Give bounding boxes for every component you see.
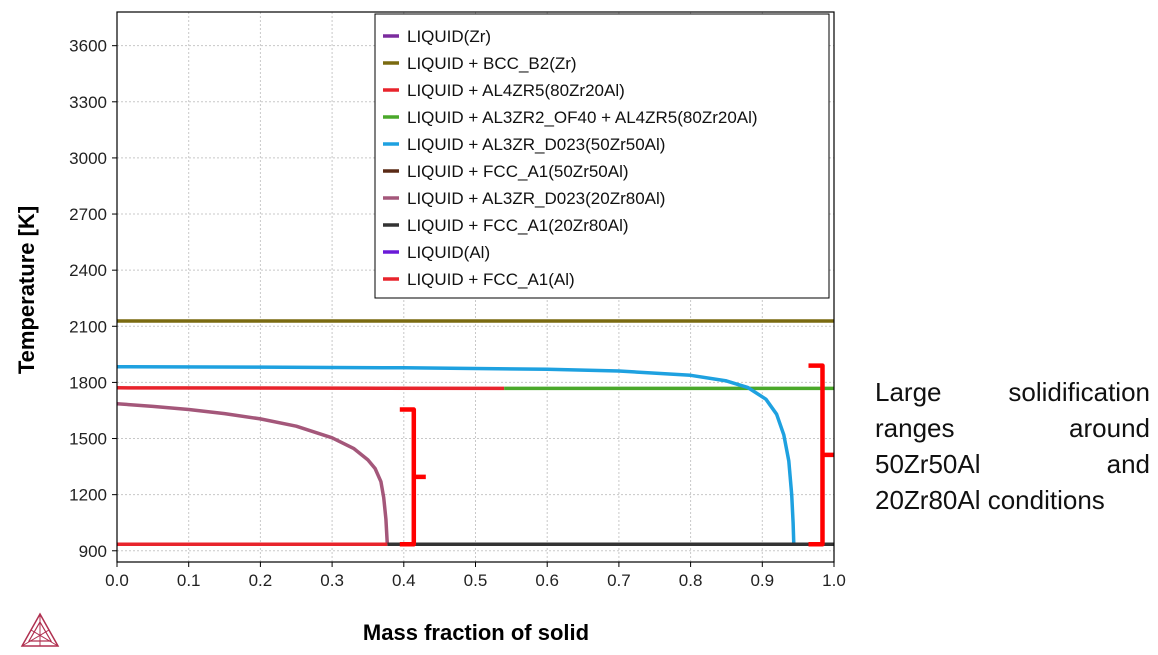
x-tick-label: 0.1	[177, 571, 201, 590]
caption-line: 20Zr80Al conditions	[875, 485, 1105, 515]
series-line	[116, 386, 505, 391]
legend-label: LIQUID + BCC_B2(Zr)	[407, 54, 577, 73]
legend-label: LIQUID(Zr)	[407, 27, 491, 46]
y-tick-label: 3300	[69, 93, 107, 112]
y-tick-label: 1800	[69, 373, 107, 392]
x-tick-label: 0.3	[320, 571, 344, 590]
caption-line: ranges around	[875, 413, 1150, 443]
y-tick-label: 2400	[69, 261, 107, 280]
annotation-caption: Large solidification ranges around 50Zr5…	[875, 374, 1150, 518]
x-axis-label: Mass fraction of solid	[363, 620, 589, 645]
red-bracket	[808, 363, 835, 547]
x-tick-label: 0.8	[679, 571, 703, 590]
legend-label: LIQUID + AL3ZR_D023(50Zr50Al)	[407, 135, 665, 154]
y-tick-label: 2100	[69, 317, 107, 336]
legend-label: LIQUID + FCC_A1(50Zr50Al)	[407, 162, 629, 181]
x-tick-label: 0.2	[249, 571, 273, 590]
y-tick-label: 3000	[69, 149, 107, 168]
red-bracket	[399, 407, 426, 547]
x-tick-label: 0.0	[105, 571, 129, 590]
legend-label: LIQUID + AL3ZR2_OF40 + AL4ZR5(80Zr20Al)	[407, 108, 758, 127]
legend-label: LIQUID(Al)	[407, 243, 490, 262]
legend-box	[374, 13, 830, 299]
legend-label: LIQUID + FCC_A1(Al)	[407, 270, 575, 289]
y-axis-label: Temperature [K]	[14, 206, 39, 374]
series-line	[116, 364, 796, 545]
legend: LIQUID(Zr) LIQUID + BCC_B2(Zr) LIQUID + AL…	[374, 13, 830, 299]
y-tick-label: 1500	[69, 430, 107, 449]
legend-label: LIQUID + AL3ZR_D023(20Zr80Al)	[407, 189, 665, 208]
y-tick-label: 1200	[69, 486, 107, 505]
caption-line: 50Zr50Al and	[875, 449, 1150, 479]
x-tick-label: 1.0	[822, 571, 846, 590]
brackets	[399, 363, 835, 547]
x-tick-label: 0.6	[535, 571, 559, 590]
legend-label: LIQUID + FCC_A1(20Zr80Al)	[407, 216, 629, 235]
x-tick-label: 0.4	[392, 571, 416, 590]
y-tick-label: 2700	[69, 205, 107, 224]
axis-ticks: 0.0 0.1 0.2 0.3 0.4 0.5 0.6 0.7 0.8 0.9 1.0 900 1200…	[69, 37, 846, 590]
x-tick-label: 0.7	[607, 571, 631, 590]
caption-line: Large solidification	[875, 377, 1150, 407]
y-tick-label: 900	[79, 542, 107, 561]
series-lines	[116, 319, 834, 546]
series-line	[116, 401, 390, 545]
x-tick-label: 0.9	[750, 571, 774, 590]
x-tick-label: 0.5	[464, 571, 488, 590]
legend-label: LIQUID + AL4ZR5(80Zr20Al)	[407, 81, 625, 100]
thermo-calc-triangle-logo	[20, 612, 60, 647]
y-tick-label: 3600	[69, 37, 107, 56]
